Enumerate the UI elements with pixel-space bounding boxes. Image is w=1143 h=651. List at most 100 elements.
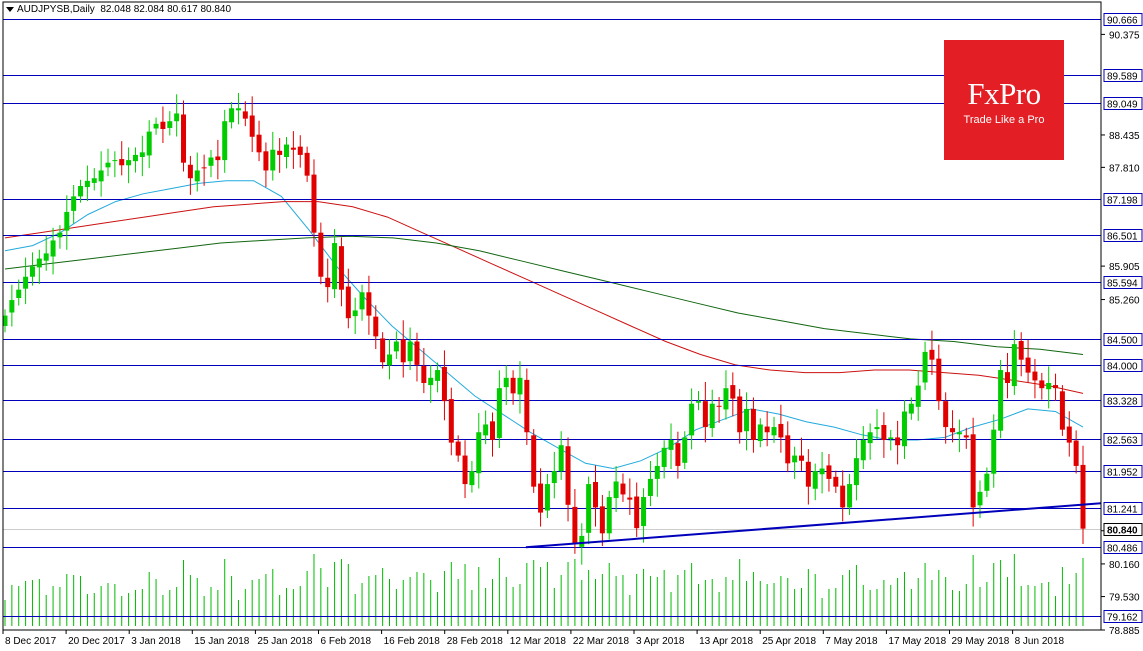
candle-up[interactable] bbox=[23, 276, 29, 289]
candle-down[interactable] bbox=[531, 435, 537, 487]
candle-down[interactable] bbox=[798, 455, 804, 461]
candle-down[interactable] bbox=[970, 434, 976, 508]
candle-down[interactable] bbox=[943, 401, 949, 428]
candle-up[interactable] bbox=[695, 401, 701, 403]
candle-up[interactable] bbox=[792, 455, 798, 463]
candle-up[interactable] bbox=[64, 211, 70, 231]
candle-up[interactable] bbox=[476, 432, 482, 474]
candle-up[interactable] bbox=[359, 292, 365, 310]
candle-up[interactable] bbox=[428, 377, 434, 386]
candle-up[interactable] bbox=[544, 484, 550, 511]
candle-down[interactable] bbox=[716, 405, 722, 407]
candle-down[interactable] bbox=[1059, 391, 1065, 430]
candle-down[interactable] bbox=[737, 396, 743, 433]
candle-up[interactable] bbox=[332, 243, 338, 290]
candle-down[interactable] bbox=[833, 476, 839, 487]
candle-up[interactable] bbox=[43, 253, 49, 261]
candle-up[interactable] bbox=[689, 403, 695, 436]
candle-down[interactable] bbox=[805, 461, 811, 487]
candle-up[interactable] bbox=[744, 408, 750, 432]
candle-down[interactable] bbox=[325, 277, 331, 288]
candle-up[interactable] bbox=[709, 403, 715, 429]
candle-down[interactable] bbox=[634, 496, 640, 529]
candle-up[interactable] bbox=[956, 432, 962, 435]
candle-down[interactable] bbox=[963, 435, 969, 438]
candle-down[interactable] bbox=[201, 167, 207, 169]
candle-up[interactable] bbox=[153, 123, 159, 129]
candle-up[interactable] bbox=[771, 427, 777, 436]
candle-up[interactable] bbox=[613, 481, 619, 499]
candle-up[interactable] bbox=[407, 341, 413, 362]
candle-up[interactable] bbox=[647, 478, 653, 497]
candle-down[interactable] bbox=[785, 435, 791, 464]
candle-up[interactable] bbox=[860, 440, 866, 461]
candle-down[interactable] bbox=[215, 156, 221, 161]
candle-down[interactable] bbox=[1032, 371, 1038, 381]
candle-up[interactable] bbox=[901, 411, 907, 447]
candle-down[interactable] bbox=[455, 441, 461, 456]
candle-down[interactable] bbox=[565, 446, 571, 505]
candle-up[interactable] bbox=[36, 258, 42, 268]
candle-up[interactable] bbox=[139, 152, 145, 157]
candle-up[interactable] bbox=[922, 351, 928, 383]
candle-down[interactable] bbox=[187, 164, 193, 179]
candle-up[interactable] bbox=[1011, 344, 1017, 387]
candle-up[interactable] bbox=[174, 113, 180, 122]
candle-up[interactable] bbox=[132, 154, 138, 162]
candle-up[interactable] bbox=[71, 196, 77, 211]
candle-down[interactable] bbox=[826, 465, 832, 479]
candle-down[interactable] bbox=[881, 424, 887, 441]
candle-up[interactable] bbox=[2, 315, 8, 326]
candle-down[interactable] bbox=[345, 286, 351, 319]
candle-up[interactable] bbox=[888, 437, 894, 439]
candle-up[interactable] bbox=[91, 178, 97, 183]
candle-up[interactable] bbox=[393, 341, 399, 352]
candle-up[interactable] bbox=[668, 440, 674, 450]
candle-up[interactable] bbox=[235, 108, 241, 111]
candle-up[interactable] bbox=[586, 484, 592, 533]
candle-up[interactable] bbox=[558, 445, 564, 472]
candle-down[interactable] bbox=[1053, 385, 1059, 389]
candle-up[interactable] bbox=[284, 144, 290, 157]
candle-up[interactable] bbox=[496, 388, 502, 438]
dropdown-arrow-icon[interactable] bbox=[6, 6, 14, 12]
candle-up[interactable] bbox=[991, 429, 997, 474]
candle-down[interactable] bbox=[936, 358, 942, 402]
candle-down[interactable] bbox=[366, 292, 372, 316]
candle-up[interactable] bbox=[105, 162, 111, 168]
candle-up[interactable] bbox=[146, 131, 152, 156]
candle-down[interactable] bbox=[1066, 426, 1072, 443]
candle-down[interactable] bbox=[895, 437, 901, 446]
candle-down[interactable] bbox=[1025, 357, 1031, 373]
candle-down[interactable] bbox=[1039, 380, 1045, 389]
candle-down[interactable] bbox=[592, 482, 598, 508]
candle-down[interactable] bbox=[256, 134, 262, 153]
candle-down[interactable] bbox=[160, 121, 166, 129]
candle-down[interactable] bbox=[421, 365, 427, 383]
candle-down[interactable] bbox=[414, 341, 420, 365]
candle-up[interactable] bbox=[9, 300, 15, 313]
candle-down[interactable] bbox=[462, 455, 468, 485]
support-trendline[interactable] bbox=[525, 502, 1102, 549]
candle-down[interactable] bbox=[730, 385, 736, 399]
candle-up[interactable] bbox=[977, 491, 983, 506]
candle-down[interactable] bbox=[242, 111, 248, 119]
candle-down[interactable] bbox=[119, 159, 125, 166]
candle-up[interactable] bbox=[757, 424, 763, 442]
candle-down[interactable] bbox=[524, 379, 530, 433]
candle-down[interactable] bbox=[840, 485, 846, 508]
candle-down[interactable] bbox=[249, 115, 255, 137]
candle-up[interactable] bbox=[606, 497, 612, 534]
candle-up[interactable] bbox=[874, 427, 880, 430]
candle-up[interactable] bbox=[847, 484, 853, 508]
candle-down[interactable] bbox=[1004, 372, 1010, 383]
candle-up[interactable] bbox=[352, 310, 358, 317]
candle-down[interactable] bbox=[627, 497, 633, 500]
candle-down[interactable] bbox=[620, 483, 626, 495]
candle-up[interactable] bbox=[654, 465, 660, 479]
candle-up[interactable] bbox=[867, 432, 873, 444]
candle-up[interactable] bbox=[112, 160, 118, 162]
candle-down[interactable] bbox=[263, 151, 269, 171]
candle-down[interactable] bbox=[338, 246, 344, 290]
candle-down[interactable] bbox=[373, 316, 379, 337]
